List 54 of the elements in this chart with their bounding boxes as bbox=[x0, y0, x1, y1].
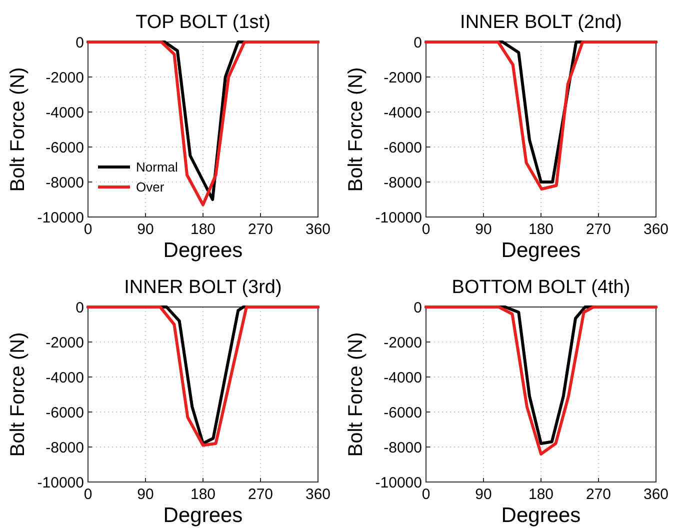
y-tick-label: -2000 bbox=[384, 334, 422, 352]
x-axis-title: Degrees bbox=[501, 239, 581, 262]
x-tick-label: 90 bbox=[137, 486, 154, 503]
y-tick-label: -10000 bbox=[37, 209, 84, 226]
y-axis-title: Bolt Force (N) bbox=[7, 67, 29, 192]
y-axis-title: Bolt Force (N) bbox=[345, 332, 367, 457]
y-tick-label: 0 bbox=[414, 34, 422, 52]
chart-title: TOP BOLT (1st) bbox=[136, 12, 270, 33]
y-tick-label: 0 bbox=[414, 299, 422, 316]
y-tick-label: -6000 bbox=[384, 139, 422, 156]
y-tick-label: -6000 bbox=[46, 404, 84, 422]
y-tick-label: 0 bbox=[76, 299, 84, 316]
y-axis-title: Bolt Force (N) bbox=[345, 67, 367, 192]
y-tick-label: -2000 bbox=[46, 334, 84, 352]
x-tick-label: 270 bbox=[248, 486, 274, 503]
y-tick-label: -6000 bbox=[384, 404, 422, 422]
y-tick-label: -4000 bbox=[384, 104, 422, 122]
y-tick-label: -4000 bbox=[384, 369, 422, 386]
x-tick-label: 180 bbox=[528, 221, 554, 238]
x-axis-title: Degrees bbox=[163, 504, 243, 527]
x-tick-label: 90 bbox=[475, 486, 492, 503]
chart-title: INNER BOLT (3rd) bbox=[124, 277, 282, 298]
y-tick-label: -8000 bbox=[46, 174, 84, 192]
y-tick-label: -2000 bbox=[46, 69, 84, 86]
x-tick-label: 270 bbox=[248, 221, 274, 238]
x-tick-label: 180 bbox=[190, 221, 216, 238]
legend-label: Normal bbox=[136, 160, 178, 175]
x-tick-label: 270 bbox=[586, 221, 612, 238]
y-tick-label: -10000 bbox=[375, 474, 422, 492]
y-tick-label: -10000 bbox=[375, 209, 422, 226]
y-tick-label: -4000 bbox=[46, 104, 84, 122]
x-tick-label: 90 bbox=[475, 221, 492, 238]
x-tick-label: 360 bbox=[643, 221, 669, 238]
y-tick-label: 0 bbox=[76, 34, 84, 52]
x-tick-label: 180 bbox=[528, 486, 554, 503]
y-tick-label: -8000 bbox=[384, 174, 422, 192]
legend-label: Over bbox=[136, 180, 165, 195]
x-axis-title: Degrees bbox=[501, 504, 581, 527]
y-axis-title: Bolt Force (N) bbox=[7, 332, 29, 457]
x-tick-label: 270 bbox=[586, 486, 612, 503]
y-tick-label: -8000 bbox=[384, 439, 422, 456]
chart-title: BOTTOM BOLT (4th) bbox=[452, 277, 630, 298]
x-axis-title: Degrees bbox=[163, 239, 243, 262]
y-tick-label: -2000 bbox=[384, 69, 422, 86]
chart-title: INNER BOLT (2nd) bbox=[460, 12, 622, 33]
y-tick-label: -8000 bbox=[46, 439, 84, 456]
y-tick-label: -4000 bbox=[46, 369, 84, 386]
x-tick-label: 360 bbox=[305, 486, 331, 503]
x-tick-label: 180 bbox=[190, 486, 216, 503]
x-tick-label: 360 bbox=[305, 221, 331, 238]
y-tick-label: -10000 bbox=[37, 474, 84, 492]
x-tick-label: 360 bbox=[643, 486, 669, 503]
y-tick-label: -6000 bbox=[46, 139, 84, 156]
x-tick-label: 90 bbox=[137, 221, 154, 238]
